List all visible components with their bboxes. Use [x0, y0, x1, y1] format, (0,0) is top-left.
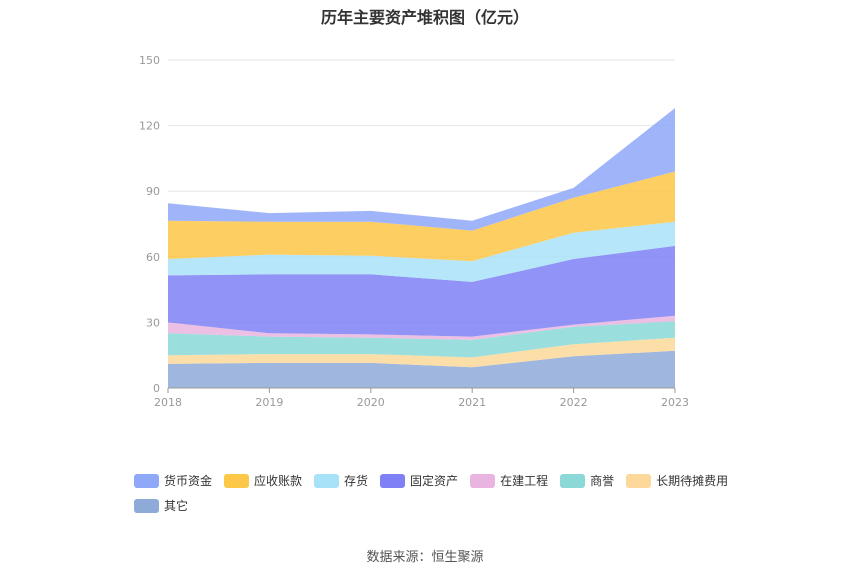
legend-swatch: [314, 473, 340, 488]
legend-label: 长期待摊费用: [656, 474, 729, 488]
y-tick-label: 90: [146, 185, 160, 198]
x-tick-label: 2020: [357, 396, 385, 409]
y-tick-label: 150: [139, 54, 160, 67]
legend-item[interactable]: 长期待摊费用: [626, 472, 728, 489]
data-source-note: 数据来源：恒生聚源: [366, 550, 484, 565]
area-series-1[interactable]: [168, 337, 675, 368]
y-tick-label: 60: [146, 251, 160, 264]
area-series-2[interactable]: [168, 321, 675, 358]
legend-item[interactable]: 货币资金: [134, 472, 212, 489]
stacked-area-chart: 0 30 60 90 120 150 2018 2019 2020 2021 2022 2023: [139, 54, 689, 409]
x-tick-label: 2021: [458, 396, 486, 409]
chart-title: 历年主要资产堆积图（亿元）: [320, 8, 529, 27]
x-tick-label: 2023: [661, 396, 689, 409]
x-tick-label: 2022: [560, 396, 588, 409]
area-series-0[interactable]: [168, 350, 675, 388]
y-tick-label: 30: [146, 316, 160, 329]
legend-label: 货币资金: [164, 474, 213, 488]
legend-swatch: [380, 473, 406, 488]
legend-swatch: [134, 473, 159, 488]
legend-swatch: [224, 473, 250, 488]
area-series-6[interactable]: [168, 171, 675, 262]
legend-label: 在建工程: [500, 474, 549, 488]
legend-label: 商誉: [590, 474, 615, 488]
legend-swatch: [470, 473, 496, 488]
x-tick-label: 2018: [154, 396, 182, 409]
area-series-7[interactable]: [168, 108, 675, 231]
legend-label: 固定资产: [410, 474, 459, 488]
area-series-3[interactable]: [168, 315, 675, 340]
y-tick-label: 0: [153, 382, 160, 395]
y-tick-label: 120: [139, 120, 160, 133]
legend-item[interactable]: 存货: [314, 472, 368, 489]
area-series-5[interactable]: [168, 221, 675, 282]
legend-item[interactable]: 固定资产: [380, 472, 458, 489]
legend-label: 存货: [344, 474, 369, 488]
legend-label: 其它: [164, 499, 189, 513]
legend-label: 应收账款: [254, 474, 303, 488]
x-tick-label: 2019: [255, 396, 283, 409]
legend-item[interactable]: 应收账款: [224, 472, 302, 489]
legend-swatch: [134, 498, 159, 513]
chart-legend: 货币资金 应收账款 存货 固定资产 在建工程 商誉 长期待摊费用其它: [134, 472, 734, 514]
legend-swatch: [626, 473, 652, 488]
legend-swatch: [560, 473, 586, 488]
area-series-4[interactable]: [168, 245, 675, 337]
legend-item[interactable]: 在建工程: [470, 472, 548, 489]
legend-item[interactable]: 其它: [134, 497, 188, 514]
legend-item[interactable]: 商誉: [560, 472, 614, 489]
